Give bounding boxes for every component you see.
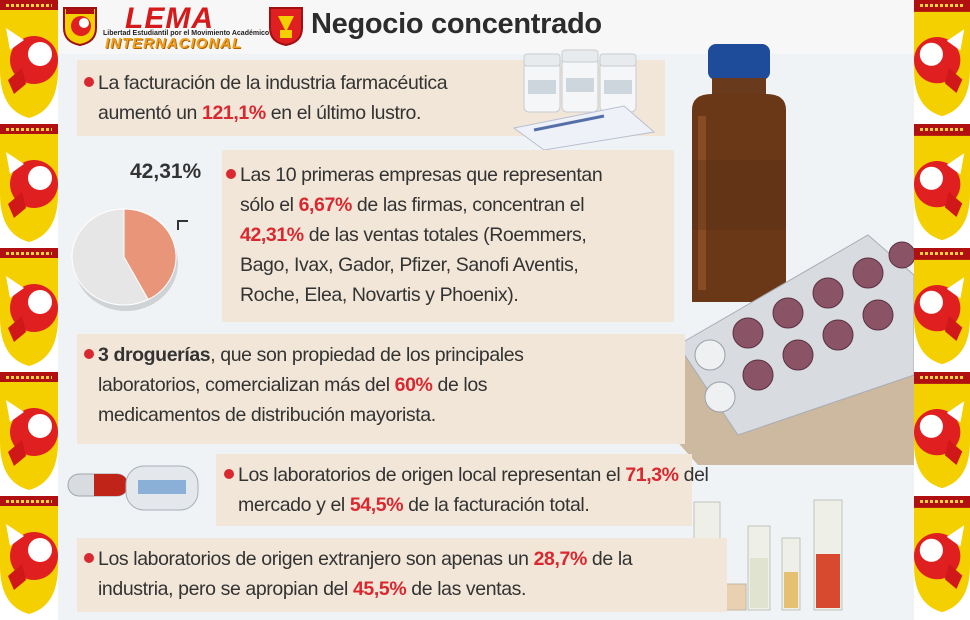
bullet-icon	[84, 553, 94, 563]
bullet-icon	[224, 469, 234, 479]
fact-box-5	[77, 538, 727, 612]
emblem-tile	[914, 372, 970, 490]
fact4-line1-post: del	[678, 464, 709, 486]
logo-name: LEMA	[125, 2, 214, 35]
fact2-line4: Bago, Ivax, Gador, Pfizer, Sanofi Aventi…	[240, 254, 579, 276]
fact2-line3-post: de las ventas totales (Roemmers,	[303, 224, 587, 246]
emblem-tile	[0, 124, 58, 242]
fact2-line5: Roche, Elea, Novartis y Phoenix).	[240, 284, 519, 306]
fact4-line1-pre: Los laboratorios de origen local represe…	[238, 464, 626, 486]
fact4-highlight-a: 71,3%	[625, 464, 679, 486]
pie-leader-line	[177, 220, 188, 230]
emblem-tile	[0, 248, 58, 366]
emblem-tile	[914, 124, 970, 242]
emblem-tile	[0, 372, 58, 490]
fact2-line2-post: de las firmas, concentran el	[351, 194, 585, 216]
pie-slice-0	[123, 208, 177, 301]
bullet-icon	[84, 77, 94, 87]
fact4-highlight-b: 54,5%	[349, 494, 404, 516]
pie-slice-1	[71, 208, 149, 306]
fact5-line2-post: de las ventas.	[406, 578, 527, 600]
medicine-bottle-illustration	[692, 44, 786, 302]
fact3-line2-pre: laboratorios, comercializan más del	[98, 374, 395, 396]
pill-bottles-illustration	[512, 49, 656, 150]
pie-chart	[71, 208, 188, 311]
fact-box-3	[77, 334, 685, 444]
fact3-bold: 3 droguerías	[98, 344, 211, 366]
fact2-highlight-a: 6,67%	[298, 194, 353, 216]
fact-text-3: 3 droguerías, que son propiedad de los p…	[84, 340, 674, 430]
fact3-line1-post: , que son propiedad de los principales	[210, 344, 524, 366]
fact3-line2-post: de los	[432, 374, 488, 396]
fact-box-4	[216, 454, 692, 526]
fact4-line2-pre: mercado y el	[238, 494, 350, 516]
fact5-line1-post: de la	[586, 548, 633, 570]
logo-subtitle: Libertad Estudiantil por el Movimiento A…	[103, 30, 270, 37]
emblem-tile	[914, 248, 970, 366]
bullet-icon	[84, 349, 94, 359]
fact-text-5: Los laboratorios de origen extranjero so…	[84, 544, 744, 604]
fact2-line1: Las 10 primeras empresas que representan	[240, 164, 603, 186]
logo-tagline: INTERNACIONAL	[105, 35, 243, 52]
capsule-illustration	[67, 465, 199, 511]
bullet-icon	[226, 169, 236, 179]
fact1-line2-pre: aumentó un	[98, 102, 203, 124]
left-emblem-strip	[0, 0, 58, 620]
infographic-panel: LEMA Libertad Estudiantil por el Movimie…	[58, 0, 914, 620]
fact2-highlight-b: 42,31%	[240, 224, 304, 246]
page-title: Negocio concentrado	[311, 8, 602, 40]
fact5-highlight-b: 45,5%	[352, 578, 407, 600]
right-shield-icon	[269, 7, 303, 46]
fact1-highlight: 121,1%	[202, 102, 266, 124]
fact5-highlight-a: 28,7%	[533, 548, 588, 570]
fact3-line3: medicamentos de distribución mayorista.	[98, 404, 436, 426]
fact-text-1: La facturación de la industria farmacéut…	[84, 68, 544, 128]
emblem-tile	[0, 0, 58, 118]
fact-text-4: Los laboratorios de origen local represe…	[224, 460, 824, 520]
fact-text-2: Las 10 primeras empresas que representan…	[226, 160, 666, 310]
fact1-line2-post: en el último lustro.	[265, 102, 422, 124]
emblem-tile	[914, 0, 970, 118]
fact4-line2-post: de la facturación total.	[403, 494, 590, 516]
fact-box-2	[222, 150, 674, 322]
pie-percent-label: 42,31%	[130, 160, 202, 183]
right-emblem-strip	[914, 0, 970, 620]
header: LEMA Libertad Estudiantil por el Movimie…	[58, 0, 914, 54]
fact5-line1-pre: Los laboratorios de origen extranjero so…	[98, 548, 534, 570]
fact5-line2-pre: industria, pero se apropian del	[98, 578, 353, 600]
emblem-tile	[0, 496, 58, 614]
lema-logo: LEMA Libertad Estudiantil por el Movimie…	[103, 2, 269, 52]
fact3-highlight: 60%	[394, 374, 433, 396]
fact2-line2-pre: sólo el	[240, 194, 299, 216]
emblem-tile	[914, 496, 970, 614]
fact1-line1: La facturación de la industria farmacéut…	[98, 72, 448, 94]
blister-pack-illustration	[618, 234, 914, 465]
left-shield-icon	[63, 7, 97, 46]
